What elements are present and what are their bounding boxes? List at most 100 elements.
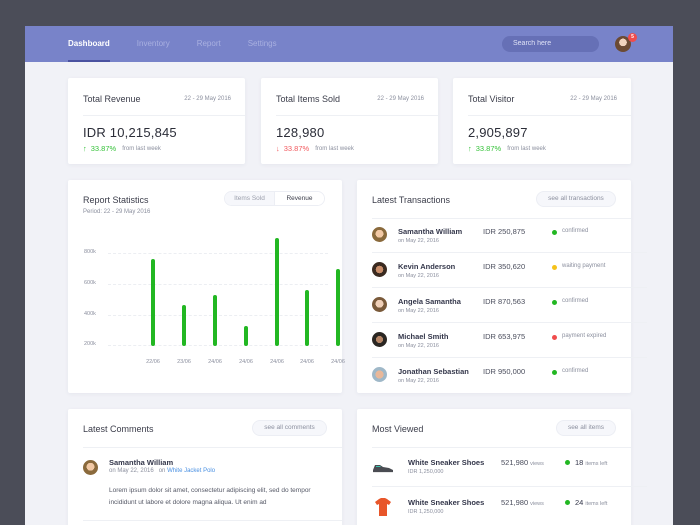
customer-name: Samantha William — [398, 227, 463, 236]
comment-product-link[interactable]: White Jacket Polo — [167, 468, 216, 474]
card-title: Most Viewed — [372, 424, 424, 434]
stat-value: 2,905,897 — [468, 125, 528, 140]
transaction-date: on May 22, 2016 — [398, 273, 439, 279]
customer-name: Michael Smith — [398, 332, 449, 341]
stat-date: 22 - 29 May 2016 — [184, 96, 231, 102]
chart-bar[interactable] — [305, 290, 309, 346]
transaction-row[interactable]: Angela Samantha on May 22, 2016 IDR 870,… — [372, 288, 647, 323]
transaction-status: payment expired — [562, 333, 607, 339]
x-tick: 24/06 — [331, 359, 345, 365]
status-dot-icon — [552, 370, 557, 375]
chart-bar[interactable] — [244, 326, 248, 346]
latest-transactions-card: Latest Transactions see all transactions… — [357, 180, 647, 393]
nav-dashboard[interactable]: Dashboard — [68, 26, 110, 62]
chart-bar[interactable] — [151, 259, 155, 346]
stat-change: ↑ 33.87% from last week — [468, 144, 546, 153]
transaction-amount: IDR 950,000 — [483, 367, 526, 376]
divider — [83, 520, 342, 521]
chart-bar[interactable] — [213, 295, 217, 346]
status-dot-icon — [552, 335, 557, 340]
stat-change: ↓ 33.87% from last week — [276, 144, 354, 153]
see-all-items-button[interactable]: see all items — [556, 420, 616, 436]
y-tick: 200k — [84, 341, 96, 347]
notification-badge[interactable]: 5 — [628, 33, 637, 42]
user-avatar[interactable] — [615, 36, 631, 52]
sneaker-icon — [373, 465, 393, 473]
avatar — [372, 297, 387, 312]
see-all-transactions-button[interactable]: see all transactions — [536, 191, 616, 207]
y-tick: 600k — [84, 280, 96, 286]
transaction-amount: IDR 250,875 — [483, 227, 526, 236]
stat-change-percent: 33.87% — [475, 144, 502, 153]
divider — [372, 486, 647, 487]
divider — [372, 322, 647, 323]
stat-change-label: from last week — [122, 145, 161, 152]
product-row[interactable]: White Sneaker Shoes IDR 1,250,000 521,98… — [372, 487, 632, 525]
nav-report[interactable]: Report — [196, 39, 221, 48]
most-viewed-card: Most Viewed see all items White Sneaker … — [357, 409, 647, 525]
report-statistics-card: Report Statistics Period: 22 - 29 May 20… — [68, 180, 345, 393]
app-window: Dashboard Inventory Report Settings 5 To… — [25, 26, 673, 525]
comment-date: on May 22, 2016 — [109, 468, 154, 474]
customer-name: Jonathan Sebastian — [398, 367, 469, 376]
toggle-items-sold[interactable]: Items Sold — [225, 192, 275, 205]
transaction-date: on May 22, 2016 — [398, 308, 439, 314]
chart-bar[interactable] — [182, 305, 186, 346]
stat-card-items-sold: Total Items Sold 22 - 29 May 2016 128,98… — [261, 78, 438, 164]
avatar — [372, 332, 387, 347]
card-title: Latest Transactions — [372, 195, 451, 205]
toggle-revenue[interactable]: Revenue — [275, 192, 324, 205]
x-tick: 24/06 — [300, 359, 314, 365]
transaction-row[interactable]: Michael Smith on May 22, 2016 IDR 653,97… — [372, 323, 647, 358]
status-dot-icon — [552, 300, 557, 305]
product-row[interactable]: White Sneaker Shoes IDR 1,250,000 521,98… — [372, 447, 647, 487]
chart-bar[interactable] — [275, 238, 279, 346]
x-tick: 24/06 — [208, 359, 222, 365]
stat-change-label: from last week — [315, 145, 354, 152]
comment-meta: on May 22, 2016 on White Jacket Polo — [109, 468, 215, 474]
gridline — [108, 253, 328, 254]
stat-title: Total Items Sold — [276, 94, 341, 104]
transaction-row[interactable]: Jonathan Sebastian on May 22, 2016 IDR 9… — [372, 358, 632, 393]
stat-title: Total Visitor — [468, 94, 515, 104]
stat-date: 22 - 29 May 2016 — [377, 96, 424, 102]
gridline — [108, 315, 328, 316]
arrow-down-icon: ↓ — [276, 144, 280, 153]
x-tick: 23/06 — [177, 359, 191, 365]
stat-date: 22 - 29 May 2016 — [570, 96, 617, 102]
items-left-label: items left — [585, 461, 608, 467]
nav-inventory[interactable]: Inventory — [136, 39, 170, 48]
chart-bar[interactable] — [336, 269, 340, 346]
report-period: Period: 22 - 29 May 2016 — [83, 209, 151, 215]
stat-value: IDR 10,215,845 — [83, 125, 177, 140]
transaction-row[interactable]: Kevin Anderson on May 22, 2016 IDR 350,6… — [372, 253, 647, 288]
divider — [372, 287, 647, 288]
nav-settings[interactable]: Settings — [247, 39, 277, 48]
product-name: White Sneaker Shoes — [408, 458, 485, 467]
comment-on-label: on — [158, 468, 166, 474]
see-all-comments-button[interactable]: see all comments — [252, 420, 327, 436]
transaction-date: on May 22, 2016 — [398, 343, 439, 349]
comment-text: Lorem ipsum dolor sit amet, consectetur … — [109, 487, 311, 506]
items-left: 18 items left — [575, 458, 607, 467]
product-price: IDR 1,250,000 — [408, 509, 444, 515]
transaction-status: confirmed — [562, 368, 589, 374]
status-dot-icon — [552, 265, 557, 270]
gridline — [108, 284, 328, 285]
card-title: Report Statistics — [83, 195, 149, 205]
customer-name: Angela Samantha — [398, 297, 461, 306]
views-label: views — [530, 461, 544, 467]
transaction-row[interactable]: Samantha William on May 22, 2016 IDR 250… — [372, 218, 647, 253]
product-views: 521,980 views — [501, 498, 544, 507]
stat-card-revenue: Total Revenue 22 - 29 May 2016 IDR 10,21… — [68, 78, 245, 164]
stat-change-percent: 33.87% — [283, 144, 310, 153]
arrow-up-icon: ↑ — [83, 144, 87, 153]
divider — [83, 115, 245, 116]
divider — [468, 115, 631, 116]
y-tick: 800k — [84, 249, 96, 255]
transaction-amount: IDR 653,975 — [483, 332, 526, 341]
stock-dot-icon — [565, 500, 570, 505]
transaction-status: confirmed — [562, 228, 589, 234]
search-input[interactable] — [502, 36, 599, 52]
transaction-status: waiting payment — [562, 263, 606, 269]
